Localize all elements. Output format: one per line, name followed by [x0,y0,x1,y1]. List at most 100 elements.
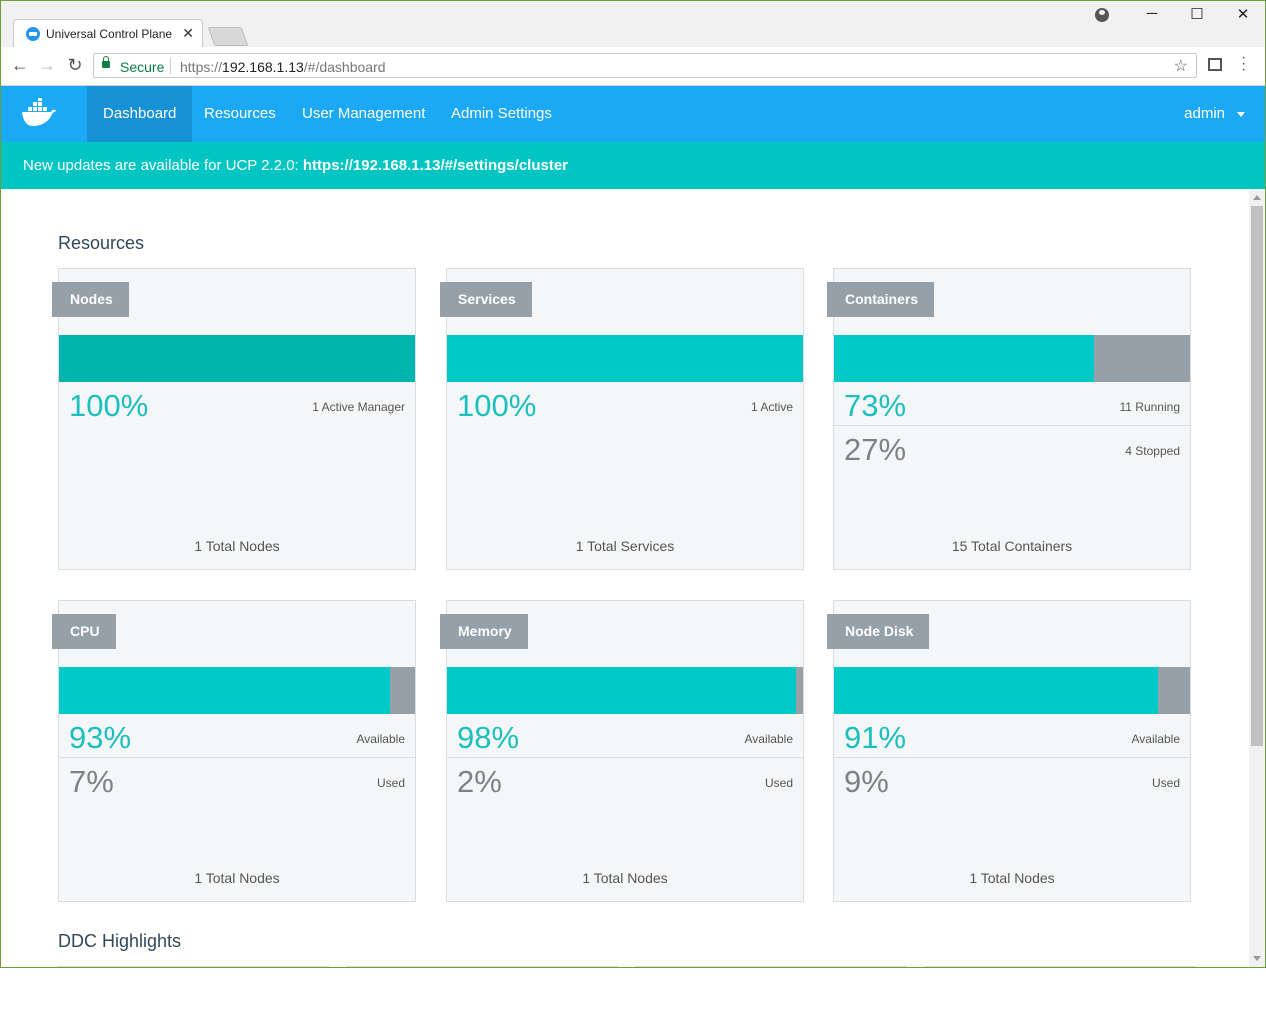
usage-bar-fill [59,667,391,714]
stat-label: 1 Active [750,400,793,414]
nav-admin-settings[interactable]: Admin Settings [451,105,552,122]
resources-title: Resources [58,233,145,253]
page-scrollbar[interactable] [1249,189,1265,967]
docker-favicon-icon [26,27,40,41]
stat-row: 9% Used [834,758,1190,801]
card-label: Nodes [52,282,129,317]
nav-resources[interactable]: Resources [204,105,276,122]
caret-down-icon [1237,111,1245,117]
usage-bar-fill [834,335,1094,382]
cast-extension-icon[interactable] [1208,58,1222,71]
usage-bar [447,667,803,714]
url-scheme: https:// [180,59,223,75]
stat-label: Used [1151,776,1180,790]
stat-row: 27% 4 Stopped [834,426,1190,469]
stat-row: 98% Available [447,714,803,758]
card-label: CPU [52,614,116,649]
card-nodes[interactable]: Nodes 100% 1 Active Manager 1 Total Nodes [52,268,416,570]
stat-percent: 7% [69,764,114,799]
url-path: /#/dashboard [303,59,386,75]
lock-icon [102,56,110,68]
card-total: 1 Total Nodes [582,870,668,886]
stat-label: 4 Stopped [1125,444,1180,458]
secure-label: Secure [120,59,165,75]
highlight-card [924,966,1196,967]
new-tab-button[interactable] [207,27,249,46]
stat-label: 11 Running [1119,400,1181,414]
stat-row: 7% Used [59,758,415,801]
highlight-card [57,966,329,967]
nav-user-management[interactable]: User Management [302,105,426,122]
stat-percent: 93% [69,720,132,755]
update-link[interactable]: https://192.168.1.13/#/settings/cluster [302,157,569,174]
usage-bar [59,335,415,382]
scroll-up-arrow-icon[interactable] [1253,195,1261,200]
usage-bar [834,667,1190,714]
stat-label: Available [744,732,793,746]
card-cpu[interactable]: CPU 93% Available 7% Used 1 Total Nodes [52,600,416,902]
stat-percent: 9% [844,764,889,799]
address-bar[interactable]: Secure https://192.168.1.13/#/dashboard … [93,53,1197,78]
browser-window: Universal Control Plane ✕ ─ ☐ ✕ ← → ↻ Se… [0,0,1266,968]
stat-row: 100% 1 Active Manager [59,382,415,425]
back-arrow-icon[interactable]: ← [11,55,29,75]
stat-row: 73% 11 Running [834,382,1190,426]
update-text: New updates are available for UCP 2.2.0: [23,157,303,174]
account-icon[interactable] [1095,8,1109,22]
reload-icon[interactable]: ↻ [67,55,83,75]
stat-row: 91% Available [834,714,1190,758]
highlight-card [346,966,618,967]
docker-whale-icon[interactable] [21,98,57,128]
usage-bar [447,335,803,382]
browser-toolbar: ← → ↻ Secure https://192.168.1.13/#/dash… [1,47,1265,86]
update-message: New updates are available for UCP 2.2.0:… [23,142,568,189]
bookmark-star-icon[interactable]: ☆ [1173,58,1188,75]
card-total: 15 Total Containers [951,538,1073,554]
update-banner: New updates are available for UCP 2.2.0:… [1,142,1265,189]
card-memory[interactable]: Memory 98% Available 2% Used 1 Total Nodes [440,600,804,902]
card-services[interactable]: Services 100% 1 Active 1 Total Services [440,268,804,570]
url-host: 192.168.1.13 [222,59,304,75]
usage-bar-fill [447,667,796,714]
stat-percent: 100% [69,388,149,423]
stat-percent: 27% [844,432,907,467]
usage-bar-fill [59,335,415,382]
nav-dashboard[interactable]: Dashboard [87,86,193,142]
card-label: Containers [827,282,935,317]
stat-percent: 73% [844,388,907,423]
stat-label: Used [376,776,405,790]
close-window-button[interactable]: ✕ [1236,6,1250,23]
address-divider [170,58,171,74]
stat-label: 1 Active Manager [312,400,405,414]
stat-row: 100% 1 Active [447,382,803,425]
tab-close-icon[interactable]: ✕ [182,25,194,41]
scroll-down-arrow-icon[interactable] [1253,956,1261,961]
url-text[interactable]: https://192.168.1.13/#/dashboard [180,59,386,75]
browser-tab[interactable]: Universal Control Plane ✕ [13,19,203,47]
ddc-highlights-title: DDC Highlights [58,931,182,951]
tab-title: Universal Control Plane [46,27,173,41]
stat-label: Available [356,732,405,746]
card-label: Services [440,282,532,317]
usage-bar-fill [447,335,803,382]
stat-label: Available [1131,732,1180,746]
minimize-button[interactable]: ─ [1146,5,1158,22]
forward-arrow-icon[interactable]: → [38,55,56,75]
stat-percent: 98% [457,720,520,755]
stat-percent: 100% [457,388,537,423]
usage-bar [834,335,1190,382]
dashboard-content: Resources DDC Highlights Nodes 100% 1 Acti… [1,189,1249,967]
card-node-disk[interactable]: Node Disk 91% Available 9% Used 1 Total Nodes [827,600,1191,902]
card-total: 1 Total Services [575,538,675,554]
app-navbar: Dashboard Resources User Management Admi… [1,86,1265,142]
browser-menu-icon[interactable]: · · · [1241,49,1247,78]
scroll-thumb[interactable] [1251,206,1263,746]
maximize-button[interactable]: ☐ [1190,6,1204,23]
card-containers[interactable]: Containers 73% 11 Running 27% 4 Stopped 15 To… [827,268,1191,570]
card-total: 1 Total Nodes [194,870,280,886]
user-menu[interactable]: admin [1184,86,1245,142]
stat-row: 93% Available [59,714,415,758]
stat-percent: 91% [844,720,907,755]
title-bar: Universal Control Plane ✕ ─ ☐ ✕ [1,1,1265,47]
usage-bar [59,667,415,714]
